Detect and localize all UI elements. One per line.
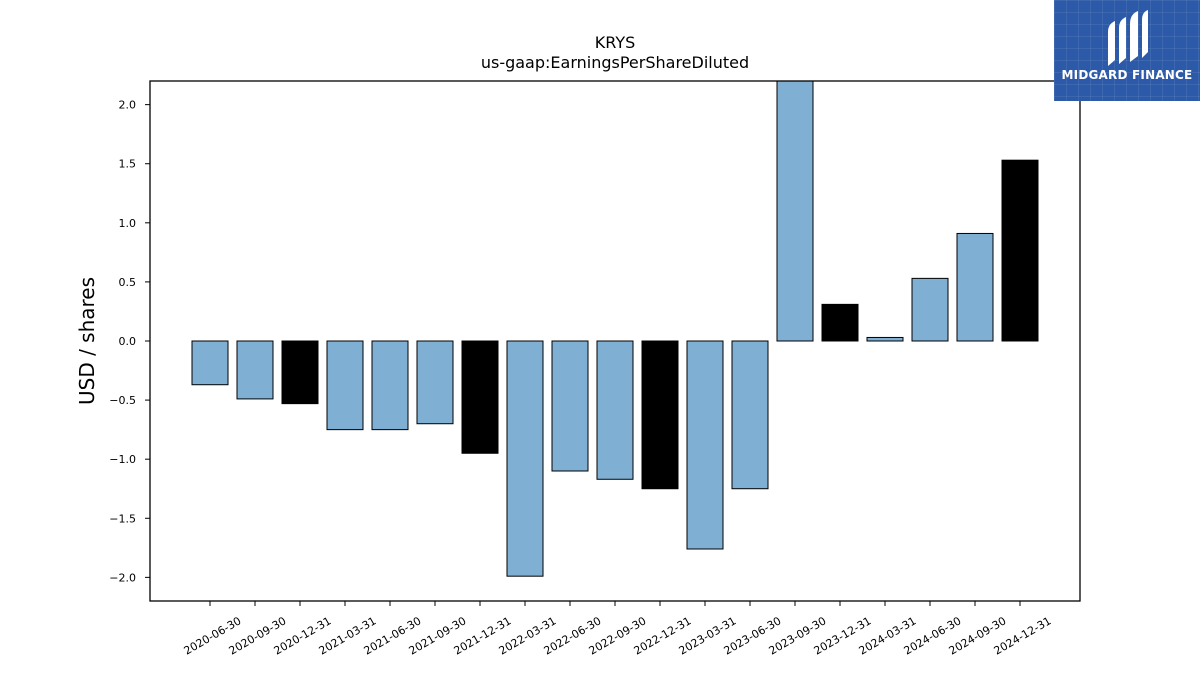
brand-logo: MIDGARD FINANCE <box>1054 0 1200 101</box>
bar-2023-06-30 <box>731 340 769 490</box>
y-tick-label: −1.5 <box>109 512 136 525</box>
y-tick-label: 0.0 <box>119 335 137 348</box>
bar-2022-03-31 <box>506 340 544 577</box>
bars-layer <box>191 80 1039 577</box>
bar-2020-09-30 <box>236 340 274 400</box>
bar-2020-06-30 <box>191 340 229 386</box>
bar-2023-12-31 <box>821 303 859 342</box>
bar-2023-03-31 <box>686 340 724 550</box>
y-axis-label: USD / shares <box>75 277 99 405</box>
brand-name: MIDGARD FINANCE <box>1061 68 1193 82</box>
y-tick-label: −2.0 <box>109 571 136 584</box>
chart-title: KRYS <box>595 33 636 52</box>
y-tick-label: 1.5 <box>119 158 137 171</box>
bar-2024-06-30 <box>911 277 949 342</box>
y-tick-label: −0.5 <box>109 394 136 407</box>
y-tick-label: −1.0 <box>109 453 136 466</box>
bar-2020-12-31 <box>281 340 319 405</box>
logo-background-grid <box>1054 0 1200 101</box>
bar-2022-12-31 <box>641 340 679 490</box>
midgard-m-logo-icon <box>1108 10 1148 66</box>
chart-subtitle: us-gaap:EarningsPerShareDiluted <box>481 53 749 72</box>
y-tick-label: 2.0 <box>119 99 137 112</box>
y-tick-label: 0.5 <box>119 276 137 289</box>
bar-2024-12-31 <box>1001 159 1039 342</box>
bar-2021-03-31 <box>326 340 364 431</box>
bar-2021-12-31 <box>461 340 499 454</box>
bar-2024-03-31 <box>866 336 904 342</box>
bar-2022-06-30 <box>551 340 589 472</box>
y-tick-label: 1.0 <box>119 217 137 230</box>
bar-2021-09-30 <box>416 340 454 425</box>
bar-2022-09-30 <box>596 340 634 480</box>
bar-2024-09-30 <box>956 232 994 342</box>
bar-2023-09-30 <box>776 80 814 342</box>
bar-2021-06-30 <box>371 340 409 431</box>
